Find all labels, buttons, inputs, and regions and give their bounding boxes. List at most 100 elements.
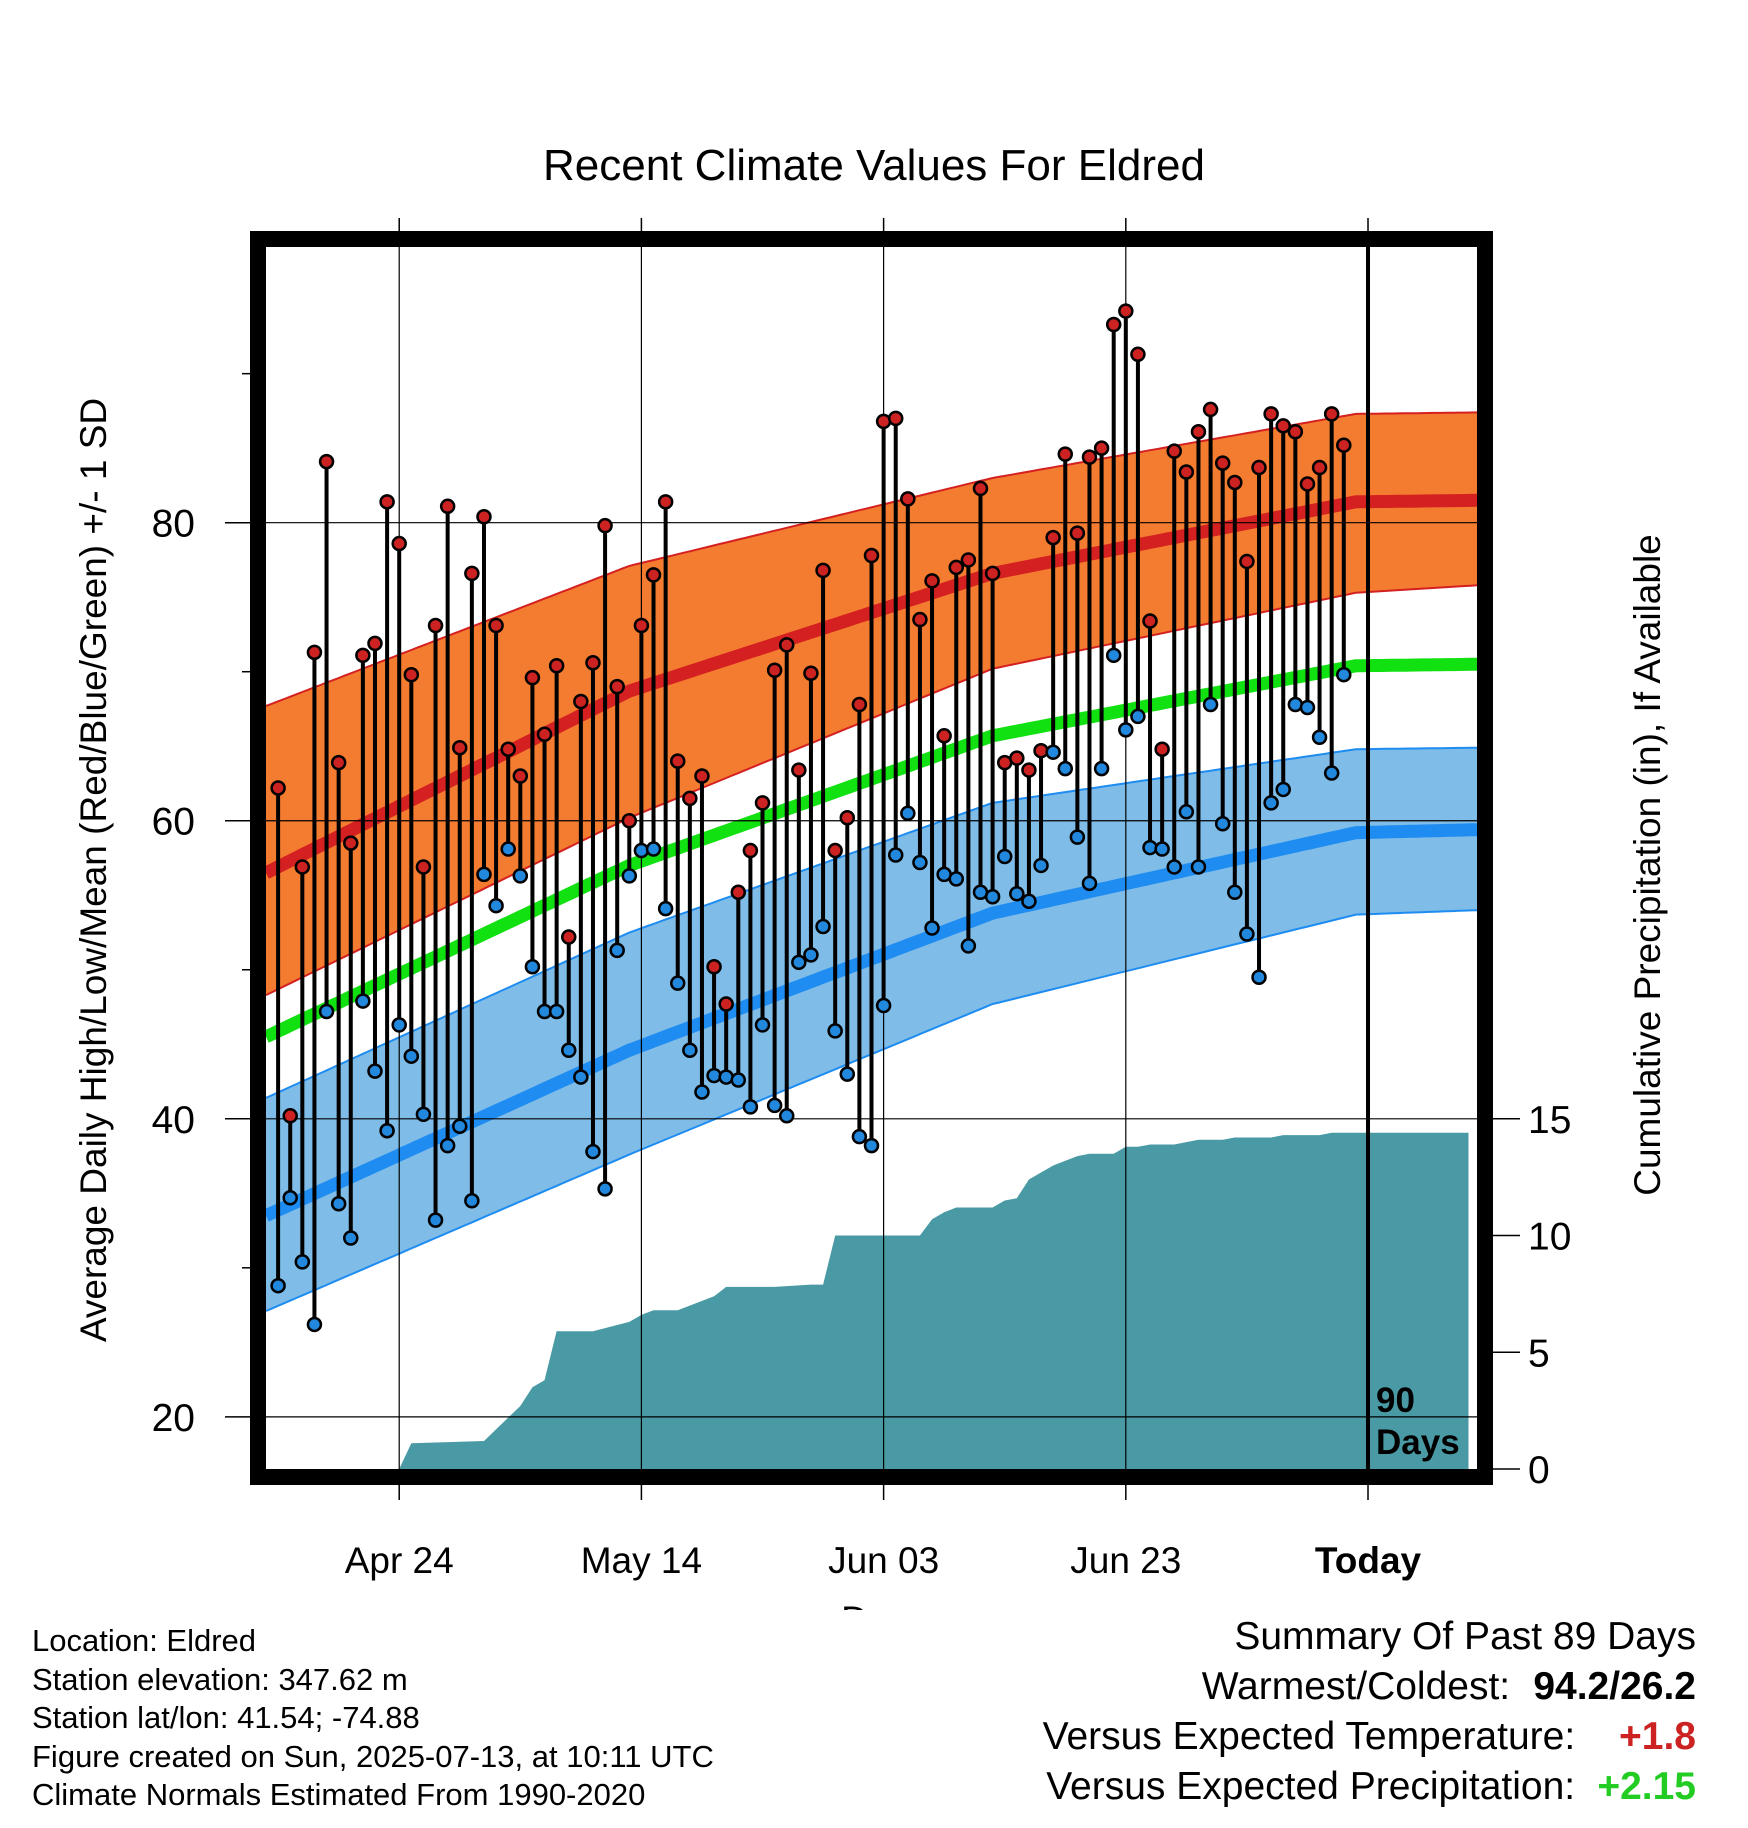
daily-high-point	[778, 637, 795, 653]
daily-low-point	[803, 947, 819, 963]
daily-low-point	[524, 959, 541, 975]
daily-high-point	[766, 662, 783, 678]
daily-low-point	[270, 1277, 286, 1294]
daily-high-point	[1142, 613, 1158, 629]
daily-low-point	[1009, 886, 1025, 902]
daily-high-point	[682, 790, 698, 807]
daily-low-point	[294, 1254, 311, 1270]
daily-high-point	[1287, 424, 1304, 440]
daily-high-point	[403, 666, 420, 683]
daily-high-point	[1009, 750, 1025, 766]
value-separator: /	[1609, 1665, 1621, 1708]
daily-high-point	[488, 617, 504, 634]
daily-high-point	[1239, 553, 1255, 570]
daily-high-point	[960, 552, 977, 568]
y-axis-label: Average Daily High/Low/Mean (Red/Blue/Gr…	[73, 398, 114, 1342]
daily-high-point	[1021, 762, 1037, 778]
x-tick-label: Today	[1315, 1540, 1422, 1581]
daily-low-point	[1021, 893, 1037, 909]
daily-low-point	[609, 942, 625, 959]
daily-low-point	[548, 1003, 565, 1020]
y2-tick-label: 10	[1528, 1216, 1571, 1259]
daily-high-point	[355, 647, 371, 664]
precipitation-anomaly-value: +2.15	[1597, 1765, 1696, 1808]
daily-low-point	[1311, 729, 1328, 746]
daily-low-point	[1251, 969, 1267, 985]
daily-high-point	[1214, 455, 1231, 471]
daily-high-point	[512, 768, 529, 784]
daily-low-point	[488, 897, 504, 914]
daily-high-point	[936, 728, 952, 744]
daily-high-point	[1045, 529, 1061, 546]
daily-high-point	[718, 996, 734, 1012]
daily-high-point	[573, 693, 589, 710]
daily-low-point	[645, 841, 662, 857]
daily-high-point	[1178, 464, 1195, 480]
daily-low-point	[500, 841, 516, 857]
daily-high-point	[1069, 525, 1086, 541]
daily-low-point	[791, 954, 807, 971]
latlon-line: Station lat/lon: 41.54; -74.88	[32, 1700, 420, 1735]
x-tick-label: Apr 24	[345, 1540, 454, 1581]
daily-low-point	[597, 1181, 613, 1197]
daily-low-point	[1045, 744, 1061, 760]
daily-high-point	[1299, 476, 1316, 492]
daily-low-point	[355, 993, 371, 1009]
daily-high-point	[645, 567, 662, 583]
daily-low-point	[476, 866, 492, 883]
daily-low-point	[742, 1099, 759, 1115]
daily-high-point	[839, 810, 856, 826]
daily-high-point	[330, 754, 347, 771]
daily-high-point	[1130, 346, 1146, 363]
daily-high-point	[427, 617, 444, 634]
daily-low-point	[1239, 926, 1255, 942]
daily-low-point	[815, 918, 831, 935]
daily-high-point	[694, 768, 710, 784]
coldest-value: 26.2	[1620, 1665, 1696, 1708]
daily-high-point	[585, 655, 601, 671]
daily-high-point	[669, 753, 686, 769]
daily-high-point	[270, 780, 286, 796]
plot-frame	[250, 231, 1493, 1485]
summary-title: Summary Of Past 89 Days	[1234, 1615, 1696, 1658]
daily-low-point	[839, 1066, 856, 1082]
daily-high-point	[1202, 401, 1219, 418]
daily-low-point	[403, 1048, 420, 1064]
temperature-anomaly-label: Versus Expected Temperature:	[1042, 1715, 1576, 1758]
daily-high-point	[984, 565, 1001, 582]
y2-tick-label: 0	[1528, 1449, 1550, 1492]
daily-low-point	[282, 1190, 298, 1206]
temperature-anomaly-value: +1.8	[1619, 1715, 1696, 1758]
daily-low-point	[367, 1063, 383, 1079]
x-axis-label: Day	[841, 1599, 907, 1610]
daily-low-point	[379, 1122, 395, 1139]
daily-low-point	[924, 920, 940, 936]
daily-high-point	[343, 835, 359, 851]
daily-low-point	[863, 1137, 880, 1154]
precipitation-area	[266, 1132, 1469, 1469]
daily-low-point	[1336, 666, 1352, 683]
daily-low-point	[1166, 859, 1182, 875]
daily-high-point	[972, 480, 989, 497]
daily-low-point	[1275, 781, 1291, 798]
daily-high-point	[500, 741, 516, 757]
daily-high-point	[1057, 446, 1074, 462]
normals-line: Climate Normals Estimated From 1990-2020	[32, 1777, 646, 1812]
daily-low-point	[427, 1212, 444, 1228]
daily-low-point	[415, 1106, 432, 1123]
x-tick-label: Jun 03	[828, 1540, 939, 1581]
y-tick-label: 80	[152, 503, 195, 546]
daily-high-point	[391, 535, 407, 552]
daily-high-point	[1105, 316, 1122, 333]
daily-low-point	[561, 1042, 577, 1058]
daily-low-point	[1105, 647, 1122, 664]
daily-low-point	[464, 1193, 480, 1209]
daily-low-point	[439, 1137, 456, 1154]
high-sd-upper-edge	[266, 411, 1477, 707]
daily-low-point	[875, 997, 892, 1014]
window-label-days: Days	[1376, 1423, 1460, 1462]
daily-high-point	[1118, 303, 1134, 319]
daily-high-point	[730, 884, 747, 901]
